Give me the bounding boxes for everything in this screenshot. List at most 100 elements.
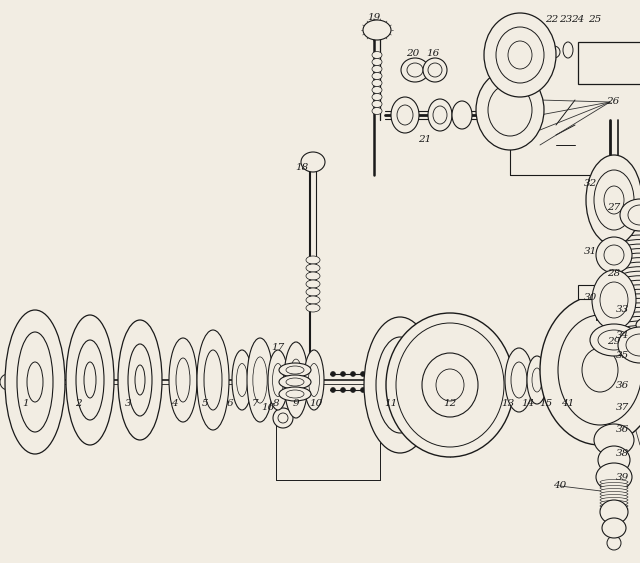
Circle shape xyxy=(283,378,287,382)
Text: 28: 28 xyxy=(607,269,621,278)
Ellipse shape xyxy=(17,332,53,432)
Circle shape xyxy=(486,382,493,388)
Bar xyxy=(578,285,622,299)
Circle shape xyxy=(221,377,227,383)
Circle shape xyxy=(90,427,98,435)
Circle shape xyxy=(488,84,495,91)
Text: 7: 7 xyxy=(252,399,259,408)
Ellipse shape xyxy=(600,482,628,488)
Ellipse shape xyxy=(604,186,624,214)
Circle shape xyxy=(298,401,303,406)
Ellipse shape xyxy=(622,289,640,298)
Text: 2: 2 xyxy=(75,399,81,408)
Circle shape xyxy=(506,378,511,382)
Ellipse shape xyxy=(600,498,628,503)
Circle shape xyxy=(244,359,248,363)
Circle shape xyxy=(396,437,404,445)
Ellipse shape xyxy=(622,271,640,280)
Ellipse shape xyxy=(306,296,320,304)
Text: 25: 25 xyxy=(588,15,602,24)
Ellipse shape xyxy=(551,370,559,390)
Circle shape xyxy=(516,18,524,26)
Ellipse shape xyxy=(622,276,640,285)
Circle shape xyxy=(74,412,81,419)
Ellipse shape xyxy=(84,362,96,398)
Circle shape xyxy=(215,343,222,351)
Circle shape xyxy=(289,354,294,359)
Bar xyxy=(578,42,640,84)
Ellipse shape xyxy=(66,315,114,445)
Ellipse shape xyxy=(407,63,423,77)
Ellipse shape xyxy=(391,97,419,133)
Circle shape xyxy=(184,351,191,357)
Ellipse shape xyxy=(286,366,304,374)
Circle shape xyxy=(596,288,604,296)
Circle shape xyxy=(600,229,607,236)
Circle shape xyxy=(496,28,504,35)
Ellipse shape xyxy=(622,253,640,262)
Circle shape xyxy=(305,378,309,382)
Circle shape xyxy=(31,318,39,326)
Ellipse shape xyxy=(372,65,382,73)
Circle shape xyxy=(522,398,527,403)
Circle shape xyxy=(536,74,544,82)
Ellipse shape xyxy=(586,155,640,245)
Circle shape xyxy=(308,359,312,363)
Ellipse shape xyxy=(401,58,429,82)
Circle shape xyxy=(15,421,24,428)
Ellipse shape xyxy=(428,99,452,131)
Bar xyxy=(596,282,632,320)
Text: 32: 32 xyxy=(584,178,596,187)
Circle shape xyxy=(269,378,273,382)
Ellipse shape xyxy=(306,304,320,312)
Circle shape xyxy=(31,438,39,446)
Text: 19: 19 xyxy=(367,14,381,23)
Ellipse shape xyxy=(301,152,325,172)
Circle shape xyxy=(600,164,607,171)
Circle shape xyxy=(506,138,513,145)
Ellipse shape xyxy=(508,41,532,69)
Ellipse shape xyxy=(594,424,634,456)
Ellipse shape xyxy=(268,350,288,410)
Circle shape xyxy=(262,404,268,409)
Circle shape xyxy=(351,372,355,377)
Circle shape xyxy=(137,423,144,431)
Circle shape xyxy=(406,382,413,388)
Circle shape xyxy=(488,51,496,59)
Circle shape xyxy=(253,404,258,409)
Circle shape xyxy=(262,351,268,356)
Ellipse shape xyxy=(372,73,382,79)
Circle shape xyxy=(247,378,251,382)
Text: 30: 30 xyxy=(584,293,596,302)
Ellipse shape xyxy=(306,280,320,288)
Ellipse shape xyxy=(237,364,248,396)
Ellipse shape xyxy=(422,353,478,417)
Text: 5: 5 xyxy=(202,399,208,408)
Ellipse shape xyxy=(604,245,624,265)
Ellipse shape xyxy=(476,70,544,150)
Ellipse shape xyxy=(197,330,229,430)
Circle shape xyxy=(522,357,527,361)
Circle shape xyxy=(607,536,621,550)
Circle shape xyxy=(544,51,552,59)
Circle shape xyxy=(273,408,293,428)
Circle shape xyxy=(302,378,307,382)
Circle shape xyxy=(330,372,335,377)
Text: 20: 20 xyxy=(406,48,420,57)
Ellipse shape xyxy=(600,507,628,512)
Text: 29: 29 xyxy=(607,337,621,346)
Ellipse shape xyxy=(364,317,436,453)
Ellipse shape xyxy=(118,320,162,440)
Ellipse shape xyxy=(306,256,320,264)
Circle shape xyxy=(418,414,425,421)
Circle shape xyxy=(475,414,482,421)
Ellipse shape xyxy=(628,205,640,225)
Ellipse shape xyxy=(618,327,640,363)
Text: 3: 3 xyxy=(125,399,131,408)
Text: 16: 16 xyxy=(261,403,275,412)
Ellipse shape xyxy=(423,58,447,82)
Ellipse shape xyxy=(388,363,412,407)
Circle shape xyxy=(481,106,488,114)
Ellipse shape xyxy=(286,378,304,386)
Text: 37: 37 xyxy=(616,404,630,413)
